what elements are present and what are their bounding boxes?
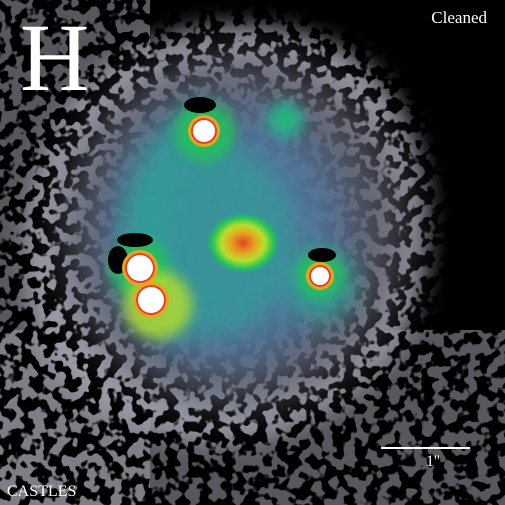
scale-bar-label: 1'' — [426, 453, 440, 470]
quasar-image-a — [188, 115, 220, 147]
band-letter: H — [20, 4, 90, 111]
processing-label: Cleaned — [431, 8, 487, 27]
quasar-image-d — [306, 262, 334, 290]
quasar-image-c — [133, 282, 169, 318]
scale-bar — [381, 447, 470, 449]
quasar-image-b — [122, 250, 158, 286]
lens-galaxy — [207, 213, 279, 273]
survey-label: CASTLES — [7, 483, 77, 500]
